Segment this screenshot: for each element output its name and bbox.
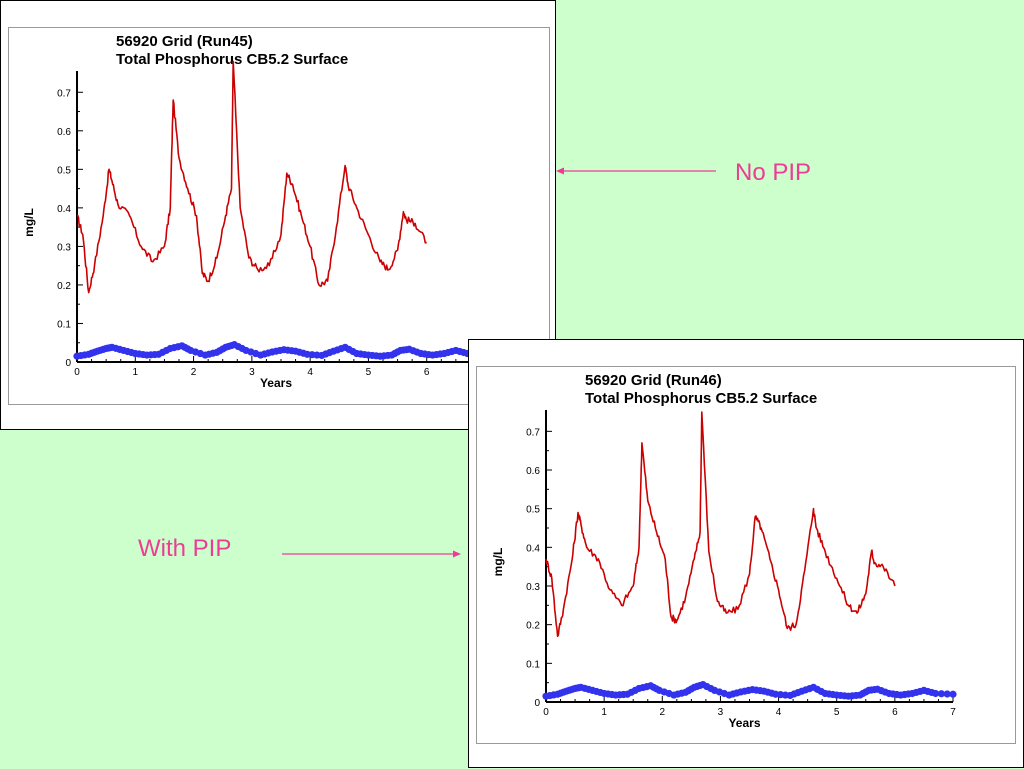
x-tick-label: 3: [249, 367, 255, 378]
y-tick-label: 0.1: [57, 319, 71, 330]
x-tick-label: 3: [718, 707, 724, 718]
x-tick-label: 4: [776, 707, 782, 718]
chart-run46: 56920 Grid (Run46)Total Phosphorus CB5.2…: [491, 372, 957, 730]
chart-panel-run46: 56920 Grid (Run46) Total Phosphorus CB5.2…: [468, 339, 1024, 768]
x-axis-label: Years: [728, 716, 760, 730]
y-tick-label: 0.6: [57, 127, 71, 138]
y-tick-label: 0.6: [526, 466, 540, 477]
y-tick-label: 0.7: [57, 88, 71, 99]
x-tick-label: 1: [133, 367, 139, 378]
x-tick-label: 0: [543, 707, 549, 718]
y-tick-label: 0.5: [526, 505, 540, 516]
x-tick-label: 2: [660, 707, 666, 718]
chart-title: 56920 Grid (Run45): [116, 33, 253, 50]
x-axis-label: Years: [260, 376, 292, 390]
y-tick-label: 0: [534, 698, 540, 709]
y-tick-label: 0: [65, 358, 71, 369]
y-tick-label: 0.2: [57, 281, 71, 292]
series-marker-point: [937, 690, 945, 698]
x-tick-label: 1: [601, 707, 607, 718]
no-pip-arrow: [556, 167, 716, 175]
series-marker-point: [949, 690, 957, 698]
series-marker-point: [943, 690, 951, 698]
x-tick-label: 4: [307, 367, 313, 378]
series-marker-point: [931, 689, 940, 698]
series-line-total-phosphorus: [76, 60, 427, 294]
plot-frame: [8, 27, 550, 405]
with-pip-label: With PIP: [138, 535, 232, 562]
x-tick-label: 6: [892, 707, 898, 718]
y-tick-label: 0.4: [57, 204, 71, 215]
plot-frame: [476, 366, 1016, 744]
y-tick-label: 0.4: [526, 543, 540, 554]
with-pip-arrow: [282, 550, 461, 558]
x-tick-label: 6: [424, 367, 430, 378]
series-line-total-phosphorus: [545, 411, 896, 638]
y-tick-label: 0.3: [57, 242, 71, 253]
y-tick-label: 0.3: [526, 582, 540, 593]
chart-subtitle: Total Phosphorus CB5.2 Surface: [585, 390, 817, 407]
y-axis-label: mg/L: [491, 548, 505, 577]
x-tick-label: 7: [950, 707, 956, 718]
y-tick-label: 0.2: [526, 621, 540, 632]
chart-panel-run45: 56920 Grid (Run45) Total Phosphorus CB5.2…: [0, 0, 556, 430]
y-tick-label: 0.5: [57, 165, 71, 176]
y-tick-label: 0.7: [526, 427, 540, 438]
chart-title: 56920 Grid (Run46): [585, 372, 722, 389]
x-tick-label: 2: [191, 367, 197, 378]
x-tick-label: 5: [834, 707, 840, 718]
x-tick-label: 0: [74, 367, 80, 378]
no-pip-label: No PIP: [735, 159, 812, 186]
y-tick-label: 0.1: [526, 659, 540, 670]
y-axis-label: mg/L: [22, 208, 36, 237]
chart-subtitle: Total Phosphorus CB5.2 Surface: [116, 51, 348, 68]
x-tick-label: 5: [366, 367, 372, 378]
